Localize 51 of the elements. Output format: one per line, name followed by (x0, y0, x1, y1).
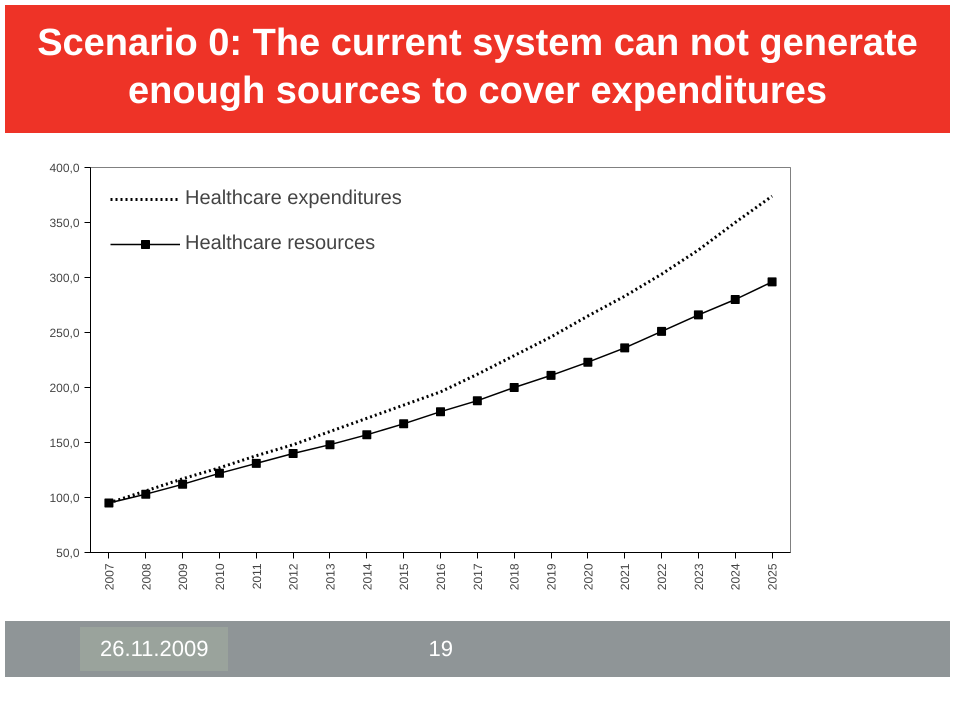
x-tick-label: 2017 (470, 563, 485, 590)
y-tick-label: 200,0 (49, 381, 80, 395)
x-tick-label: 2024 (728, 563, 743, 590)
x-tick-label: 2019 (544, 563, 559, 590)
point (730, 295, 740, 304)
legend-label: Healthcare resources (185, 232, 376, 255)
x-tick-label: 2020 (581, 563, 596, 590)
legend-label: Healthcare expenditures (185, 187, 402, 210)
point (178, 480, 188, 489)
point (694, 310, 703, 320)
point (288, 449, 298, 458)
point (399, 419, 408, 428)
x-tick-label: 2025 (766, 563, 780, 590)
x-tick-label: 2012 (286, 563, 301, 590)
x-tick-label: 2018 (508, 563, 522, 590)
text: 19 (428, 635, 453, 664)
y-tick-label: 150,0 (49, 436, 80, 450)
y-tick-label: 50,0 (56, 546, 80, 560)
x-tick-label: 2013 (323, 563, 338, 590)
point (657, 326, 666, 336)
y-tick-label: 400,0 (49, 161, 80, 175)
x-tick-label: 2011 (250, 563, 264, 590)
point (214, 468, 224, 478)
point (768, 277, 777, 286)
point (472, 396, 482, 406)
point (362, 430, 372, 440)
point (546, 370, 556, 380)
x-tick-label: 2007 (102, 563, 116, 590)
x-tick-label: 2014 (360, 563, 374, 590)
y-tick-label: 350,0 (49, 216, 80, 230)
point (252, 458, 261, 468)
point (620, 343, 630, 352)
x-tick-label: 2023 (692, 563, 706, 590)
chart-title: Scenario 0: The current system can not generate enough sources to cover expenditures (36, 21, 919, 114)
point (104, 498, 114, 508)
point (436, 407, 445, 416)
x-tick-label: 2016 (434, 563, 448, 590)
point (510, 383, 519, 392)
x-tick-label: 2015 (397, 563, 412, 590)
point (141, 490, 150, 499)
y-tick-label: 100,0 (49, 491, 80, 505)
point (325, 440, 334, 450)
text: 26.11.2009 (80, 627, 228, 671)
x-tick-label: 2008 (139, 563, 154, 590)
x-tick-label: 2022 (655, 563, 670, 590)
y-tick-label: 300,0 (49, 271, 80, 285)
x-tick-label: 2021 (618, 563, 632, 590)
x-tick-label: 2009 (176, 563, 190, 590)
point (583, 358, 592, 367)
x-tick-label: 2010 (212, 563, 227, 590)
y-tick-label: 250,0 (49, 326, 80, 340)
